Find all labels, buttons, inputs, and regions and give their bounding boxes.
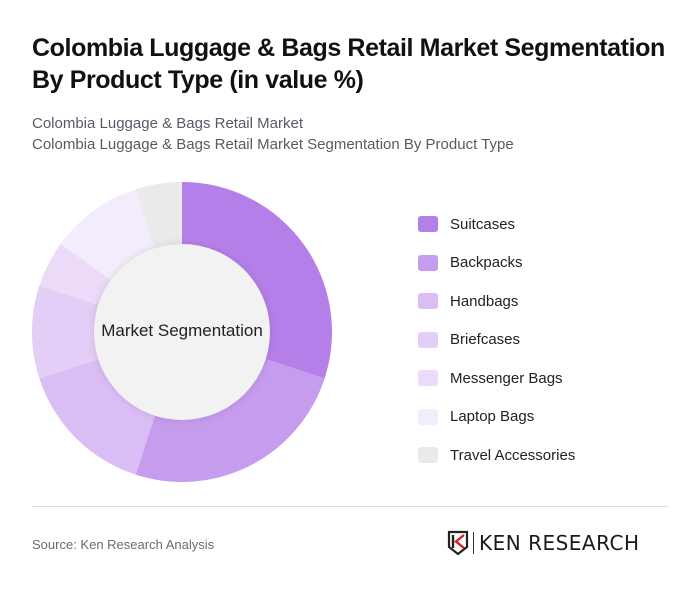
source-text: Source: Ken Research Analysis [32, 537, 215, 552]
ken-research-logo[interactable]: KEN RESEARCH [447, 530, 640, 556]
legend-item-suitcases[interactable]: Suitcases [418, 205, 575, 244]
donut-slices [32, 182, 332, 482]
legend-swatch [418, 370, 438, 387]
logo-separator [473, 532, 474, 554]
legend-item-backpacks[interactable]: Backpacks [418, 244, 575, 283]
donut-center [94, 244, 270, 420]
footer-divider [32, 506, 668, 507]
legend-item-messenger-bags[interactable]: Messenger Bags [418, 359, 575, 398]
legend-label: Briefcases [450, 331, 521, 349]
legend-item-laptop-bags[interactable]: Laptop Bags [418, 398, 575, 437]
legend-item-travel-accessories[interactable]: Travel Accessories [418, 436, 575, 475]
legend-swatch [418, 447, 438, 464]
chart-legend: Suitcases Backpacks Handbags Briefcases … [418, 205, 575, 475]
legend-swatch [418, 293, 438, 310]
legend-label: Handbags [450, 292, 519, 310]
legend-item-handbags[interactable]: Handbags [418, 282, 575, 321]
ken-research-shield-icon [447, 530, 469, 556]
legend-label: Travel Accessories [450, 446, 576, 464]
subtitle-line-2: Colombia Luggage & Bags Retail Market Se… [32, 136, 514, 153]
legend-label: Laptop Bags [450, 408, 535, 426]
legend-swatch [418, 331, 438, 348]
legend-swatch [418, 254, 438, 271]
slice-suitcases[interactable] [182, 182, 332, 379]
subtitle: Colombia Luggage & Bags Retail Market Co… [32, 113, 514, 155]
donut-chart [32, 182, 332, 482]
legend-label: Suitcases [450, 215, 516, 233]
legend-swatch [418, 216, 438, 233]
legend-item-briefcases[interactable]: Briefcases [418, 321, 575, 360]
legend-swatch [418, 408, 438, 425]
logo-text: KEN RESEARCH [479, 531, 640, 555]
slice-backpacks[interactable] [135, 350, 325, 482]
legend-label: Messenger Bags [450, 369, 563, 387]
subtitle-line-1: Colombia Luggage & Bags Retail Market [32, 115, 303, 132]
page-title: Colombia Luggage & Bags Retail Market Se… [32, 34, 665, 94]
donut-center-label: Market Segmentation [101, 321, 263, 340]
legend-label: Backpacks [450, 254, 523, 272]
